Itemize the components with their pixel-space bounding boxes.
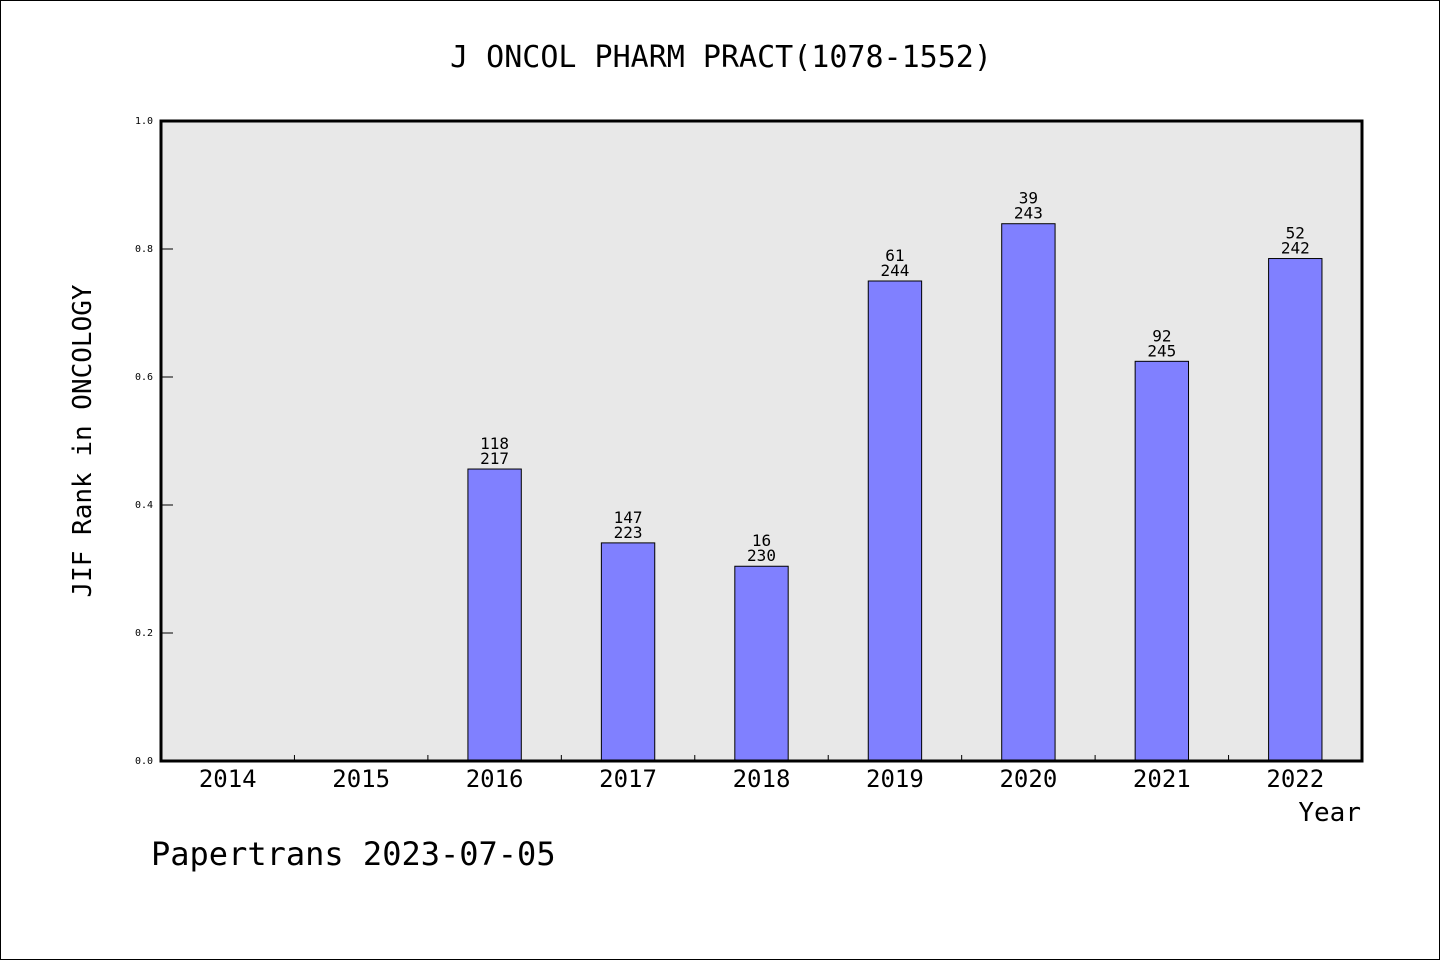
bar-2020 [1001, 223, 1056, 762]
x-tick-label: 2021 [1133, 765, 1191, 793]
bar-label-total: 244 [880, 261, 909, 280]
bar-label-total: 223 [614, 523, 643, 542]
bar-label-rank: 118 [480, 434, 509, 453]
bar-label-rank: 61 [885, 246, 904, 265]
x-tick-label: 2018 [733, 765, 791, 793]
footer-credit: Papertrans 2023-07-05 [151, 835, 556, 873]
bar-label-total: 245 [1147, 341, 1176, 360]
bar-label-rank: 16 [752, 531, 771, 550]
plot-frame [159, 119, 1364, 763]
y-tick-label: 1.0 [135, 116, 153, 127]
bar-2019 [867, 280, 923, 762]
y-tick-label: 0.4 [135, 500, 153, 511]
bar-2022 [1268, 258, 1323, 762]
x-tick-label: 2022 [1266, 765, 1324, 793]
x-tick-label: 2017 [599, 765, 657, 793]
y-tick-label: 0.0 [135, 756, 153, 767]
bar-2016 [467, 468, 522, 762]
y-tick-label: 0.8 [135, 244, 153, 255]
bars-group [467, 223, 1323, 762]
bar-label-rank: 39 [1019, 189, 1038, 208]
x-tick-label: 2015 [332, 765, 390, 793]
bar-label-total: 243 [1014, 204, 1043, 223]
bar-label-total: 242 [1281, 239, 1310, 258]
x-axis-label: Year [1298, 798, 1361, 828]
bar-label-total: 217 [480, 449, 509, 468]
bar-2018 [734, 565, 789, 762]
bar-label-total: 230 [747, 546, 776, 565]
y-axis-label: JIF Rank in ONCOLOGY [68, 284, 98, 597]
bar-2017 [600, 542, 656, 762]
y-tick-label: 0.2 [135, 628, 153, 639]
x-tick-label: 2020 [999, 765, 1057, 793]
bar-label-rank: 147 [614, 508, 643, 527]
x-axis: 2014 2015 2016 2017 2018 2019 2020 2021 2022 [199, 755, 1324, 793]
bar-2021 [1134, 360, 1190, 762]
x-tick-label: 2014 [199, 765, 257, 793]
bar-label-rank: 92 [1152, 326, 1171, 345]
chart-title: J ONCOL PHARM PRACT(1078-1552) [450, 40, 992, 75]
y-tick-label: 0.6 [135, 372, 153, 383]
bar-label-rank: 52 [1286, 224, 1305, 243]
x-tick-label: 2019 [866, 765, 924, 793]
x-tick-label: 2016 [466, 765, 524, 793]
